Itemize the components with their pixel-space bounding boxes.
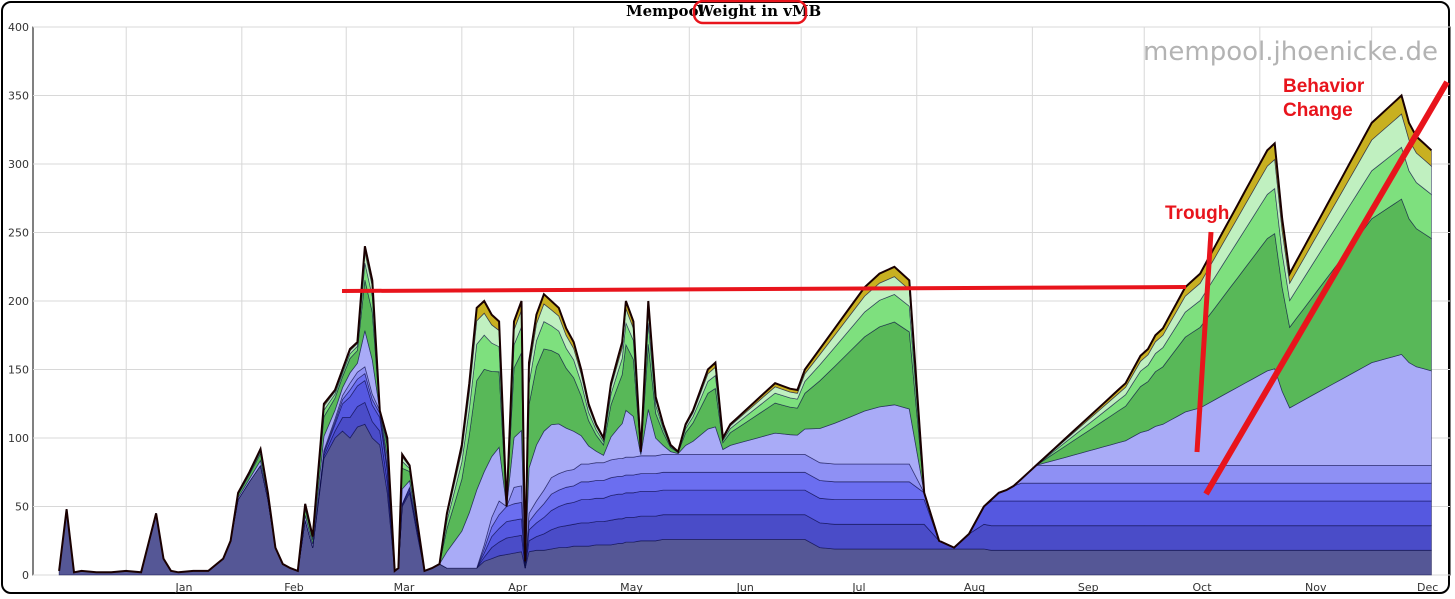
y-tick-label: 0 (22, 569, 29, 582)
y-tick-label: 300 (8, 158, 29, 171)
total-line (58, 93, 1433, 574)
title-highlight-ellipse (692, 0, 808, 25)
y-tick-label: 350 (8, 90, 29, 103)
y-tick-label: 400 (8, 21, 29, 34)
watermark: mempool.jhoenicke.de (1143, 37, 1438, 67)
x-tick-label: Nov (1305, 581, 1327, 594)
x-tick-label: Dec (1417, 581, 1438, 594)
x-tick-label: May (620, 581, 643, 594)
trough-pointer (1194, 231, 1214, 453)
x-tick-label: Jul (851, 581, 865, 594)
chart-title-part2: Weight in vMB (696, 2, 821, 20)
annotation-trough: Trough (1165, 203, 1229, 224)
x-tick-label: Sep (1078, 581, 1099, 594)
x-tick-label: Feb (284, 581, 303, 594)
annotation-behavior: Behavior (1283, 76, 1365, 97)
annotation-change: Change (1283, 100, 1353, 121)
x-tick-label: Oct (1193, 581, 1213, 594)
behavior-change-line (1203, 80, 1450, 496)
x-tick-label: Jan (175, 581, 193, 594)
y-tick-label: 250 (8, 227, 29, 240)
x-tick-label: Jun (736, 581, 754, 594)
area-series (58, 94, 1432, 576)
x-axis: Jan Feb Mar Apr May Jun Jul Aug Sep Oct Nov Dec (175, 581, 1439, 594)
x-tick-label: Apr (508, 581, 528, 594)
y-tick-label: 200 (8, 295, 29, 308)
x-tick-label: Aug (964, 581, 985, 594)
chart-title-part1: Mempool (626, 2, 705, 20)
y-tick-label: 150 (8, 364, 29, 377)
y-tick-label: 50 (15, 501, 29, 514)
x-tick-label: Mar (394, 581, 415, 594)
total-outline (58, 93, 1433, 574)
resistance-line (341, 285, 1187, 293)
y-tick-label: 100 (8, 432, 29, 445)
y-axis: 0 50 100 150 200 250 300 350 400 (8, 21, 29, 582)
